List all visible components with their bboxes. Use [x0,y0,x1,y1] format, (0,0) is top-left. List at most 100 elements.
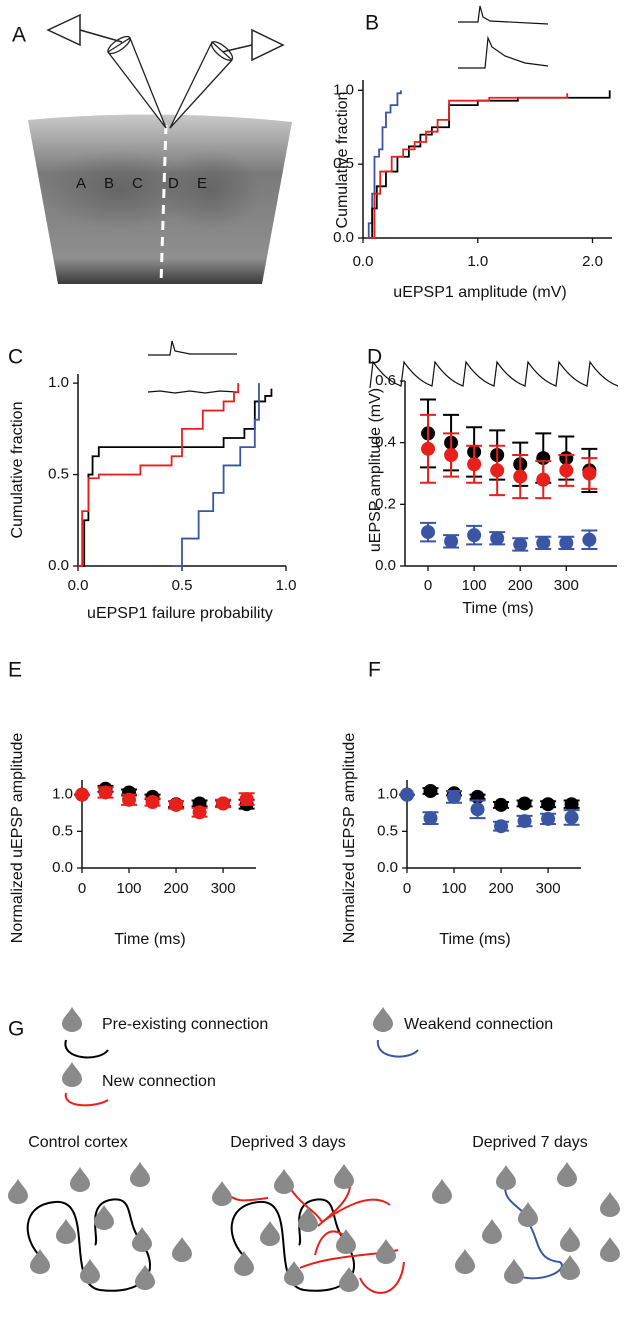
x-tick-label: 300 [554,577,579,594]
y-tick-label: 0.0 [333,229,354,246]
x-axis-title: uEPSP1 amplitude (mV) [393,284,566,301]
data-point [239,792,254,807]
data-point [98,785,113,800]
data-point [513,537,528,552]
data-point [536,535,551,550]
cumulative-line [368,93,569,239]
y-tick-label: 0.5 [333,155,354,172]
legend-text: Pre-existing connection [102,1016,268,1033]
network-diagram [8,1007,620,1294]
y-tick-label: 0.2 [375,495,396,512]
x-tick-label: 100 [117,880,142,897]
chart: 0 100 200 300 0.0 0.2 0.4 0.6 Time (ms) uEPSP amp… [367,372,617,617]
neuron [336,1229,356,1254]
data-point [447,789,462,804]
data-point [559,535,574,550]
neuron [260,1221,280,1246]
neuron [600,1237,620,1262]
data-point [169,797,184,812]
x-tick-label: 300 [211,880,236,897]
neuron [56,1219,76,1244]
y-axis-title: Normalized uEPSP amplitude [341,733,358,944]
y-axis-title: uEPSP amplitude (mV) [367,388,384,552]
condition-title: Deprived 3 days [230,1134,346,1151]
y-tick-label: 0.5 [377,822,398,839]
data-point [444,448,459,462]
panel-label: G [8,1018,24,1041]
y-tick-label: 0.0 [48,557,69,574]
neuron [600,1192,620,1217]
neuron [560,1227,580,1252]
cumulative-line [78,383,240,567]
y-tick-label: 0.4 [375,434,396,451]
legend-text: Weakend connection [404,1016,553,1033]
y-tick-label: 0.0 [377,859,398,876]
neuron [339,1267,359,1292]
neuron [130,1162,150,1187]
data-point [145,795,160,809]
data-point [75,787,89,802]
panel-label: E [8,659,22,682]
neuron [482,1219,502,1244]
neuron [8,1179,28,1204]
x-tick-label: 300 [536,880,561,897]
neuron [234,1251,254,1276]
neuron [70,1167,90,1192]
data-point [490,531,505,546]
neuron [334,1164,354,1189]
neuron [373,1007,393,1032]
data-point [122,792,137,807]
neuron [518,1202,538,1227]
slice-image [28,13,292,285]
barrel-label: B [104,175,114,192]
panel-label: C [8,346,23,369]
cumulative-line [78,388,273,567]
condition-title: Deprived 7 days [472,1134,588,1151]
data-point [421,441,436,456]
data-point [423,811,438,826]
x-axis-title: Time (ms) [462,600,533,617]
neuron [62,1007,82,1032]
x-tick-label: 0 [403,880,411,897]
y-axis-title: Cumulative fraction [334,92,351,229]
data-point [400,787,414,802]
data-point [582,466,597,481]
data-point [541,811,556,826]
inset-traces [147,5,619,394]
x-tick-label: 200 [508,577,533,594]
data-point [467,457,482,472]
neuron [30,1249,50,1274]
legend-text: New connection [102,1073,216,1090]
barrel-label: D [168,175,179,192]
cumulative-line [171,383,260,567]
neuron [80,1259,100,1284]
x-tick-label: 200 [489,880,514,897]
y-axis-title: Cumulative fraction [9,402,26,539]
data-point [423,784,438,798]
data-point [444,534,459,549]
neuron [284,1261,304,1286]
panel-label: B [365,12,379,35]
neuron [496,1165,516,1190]
data-point [494,819,509,834]
x-tick-label: 0.0 [68,577,89,594]
neuron [298,1207,318,1232]
data-point [582,532,597,547]
data-point [513,469,528,484]
x-tick-label: 2.0 [582,253,603,270]
data-point [517,796,532,811]
data-point [564,810,579,825]
y-tick-label: 0.0 [52,859,73,876]
data-point [216,796,231,811]
x-axis-title: Time (ms) [114,931,185,948]
x-tick-label: 100 [462,577,487,594]
data-point [517,814,532,829]
data-point [536,472,551,487]
panel-label: A [12,24,26,47]
y-tick-label: 1.0 [333,81,354,98]
neuron [274,1169,294,1194]
x-tick-label: 100 [442,880,467,897]
data-point [559,463,574,478]
